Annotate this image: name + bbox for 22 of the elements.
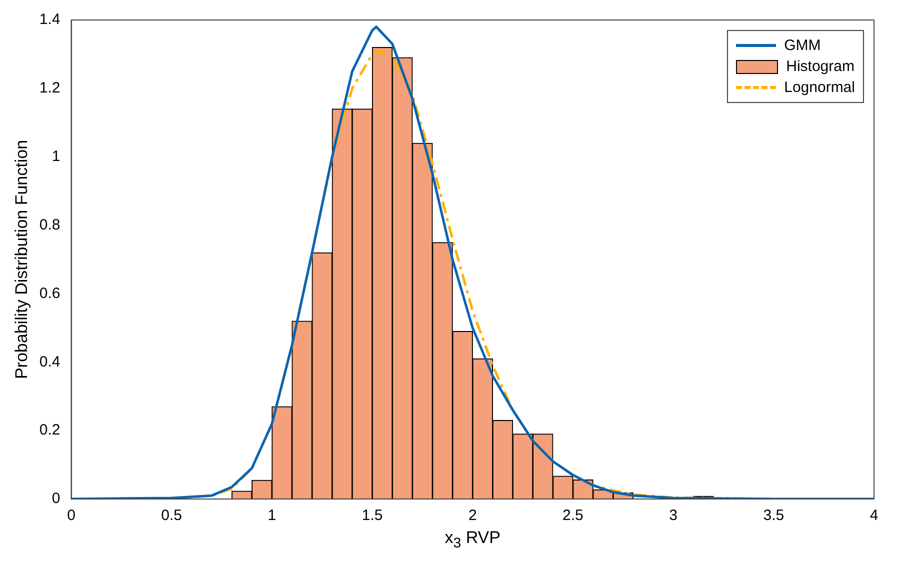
y-axis-title: Probability Distribution Function: [12, 140, 31, 380]
y-tick-label: 1: [52, 148, 60, 165]
legend-label: Lognormal: [784, 78, 855, 98]
x-tick-label: 2: [468, 507, 477, 524]
x-tick-label: 1: [268, 507, 276, 524]
y-tick-label: 0.2: [39, 422, 60, 439]
x-tick-label: 3: [669, 507, 678, 524]
x-tick-label: 0: [67, 507, 76, 524]
y-tick-label: 0: [52, 490, 60, 508]
x-tick-label: 3.5: [763, 507, 784, 524]
y-tick-label: 0.8: [39, 216, 60, 234]
y-tick-label: 1.4: [39, 11, 60, 28]
legend-label: Histogram: [786, 57, 854, 77]
y-tick-label: 0.6: [39, 284, 60, 302]
x-tick-label: 0.5: [161, 507, 182, 524]
y-tick-label: 1.2: [39, 80, 60, 97]
x-axis-title: x$_{3}$ RVP: [444, 528, 502, 552]
legend-label: GMM: [784, 36, 821, 56]
x-tick-label: 2.5: [562, 507, 584, 524]
x-tick-label: 4: [870, 507, 878, 524]
x-tick-label: 1.5: [362, 507, 383, 524]
y-tick-label: 0.4: [39, 353, 60, 370]
